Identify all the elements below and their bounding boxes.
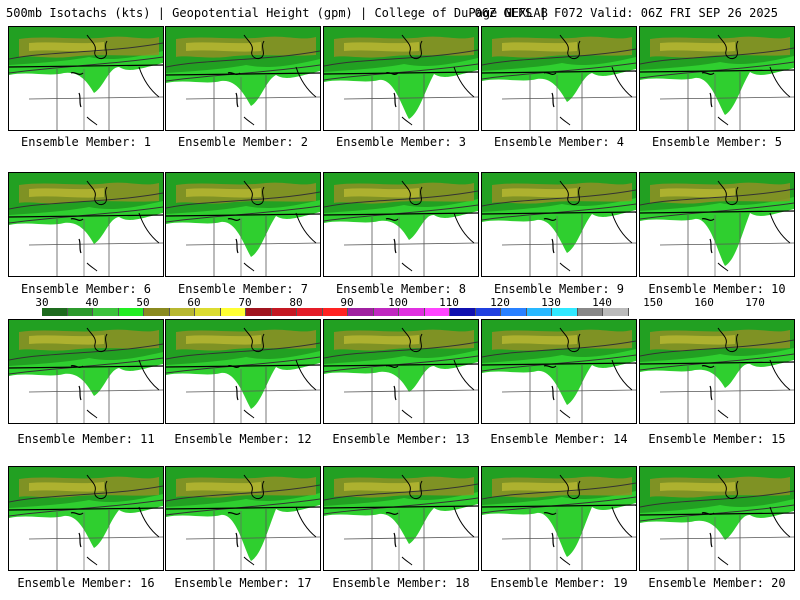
colorbar-tick-label: 110 (439, 296, 459, 309)
colorbar-tick-label: 160 (694, 296, 714, 309)
ensemble-map-17 (165, 466, 321, 571)
ensemble-map-19 (481, 466, 637, 571)
colorbar-tick-label: 90 (340, 296, 354, 309)
colorbar-swatch (475, 308, 501, 316)
ensemble-map-5 (639, 26, 795, 131)
colorbar-swatch (42, 308, 68, 316)
colorbar-tick-label: 70 (238, 296, 252, 309)
ensemble-member-label: Ensemble Member: 13 (332, 432, 470, 446)
colorbar-tick-label: 100 (388, 296, 408, 309)
ensemble-member-label: Ensemble Member: 3 (335, 135, 467, 149)
ensemble-member-label: Ensemble Member: 12 (174, 432, 312, 446)
ensemble-member-label: Ensemble Member: 17 (174, 576, 312, 590)
colorbar-swatch (93, 308, 119, 316)
ensemble-map-2 (165, 26, 321, 131)
ensemble-map-8 (323, 172, 479, 277)
colorbar-swatch (552, 308, 578, 316)
colorbar-swatch (450, 308, 476, 316)
ensemble-map-16 (8, 466, 164, 571)
header-valid-time: 06Z GEFS | F072 Valid: 06Z FRI SEP 26 20… (474, 6, 778, 20)
ensemble-member-label: Ensemble Member: 16 (17, 576, 155, 590)
colorbar-tick-label: 140 (592, 296, 612, 309)
colorbar-swatch (195, 308, 221, 316)
colorbar-swatch (322, 308, 348, 316)
ensemble-member-label: Ensemble Member: 19 (490, 576, 628, 590)
colorbar-swatch (603, 308, 629, 316)
colorbar-swatch (526, 308, 552, 316)
ensemble-map-6 (8, 172, 164, 277)
colorbar-tick-label: 30 (35, 296, 49, 309)
colorbar-swatch (67, 308, 93, 316)
ensemble-member-label: Ensemble Member: 15 (648, 432, 786, 446)
colorbar-tick-label: 50 (136, 296, 150, 309)
ensemble-map-10 (639, 172, 795, 277)
ensemble-map-7 (165, 172, 321, 277)
colorbar-left-arrow (30, 307, 42, 317)
colorbar-swatch (169, 308, 195, 316)
colorbar-swatch (144, 308, 170, 316)
ensemble-map-3 (323, 26, 479, 131)
colorbar-tick-label: 60 (187, 296, 201, 309)
colorbar-tick-label: 80 (289, 296, 303, 309)
colorbar-swatches (42, 308, 629, 316)
colorbar-swatch (577, 308, 603, 316)
colorbar-swatch (297, 308, 323, 316)
ensemble-map-12 (165, 319, 321, 424)
colorbar-swatch (220, 308, 246, 316)
ensemble-member-label: Ensemble Member: 7 (177, 282, 309, 296)
colorbar-swatch (373, 308, 399, 316)
ensemble-map-13 (323, 319, 479, 424)
map-header: 500mb Isotachs (kts) | Geopotential Heig… (0, 0, 800, 24)
header-title: 500mb Isotachs (kts) | Geopotential Heig… (6, 6, 548, 20)
ensemble-member-label: Ensemble Member: 1 (20, 135, 152, 149)
colorbar-right-arrow (760, 307, 772, 317)
ensemble-member-label: Ensemble Member: 2 (177, 135, 309, 149)
ensemble-map-4 (481, 26, 637, 131)
colorbar-swatch (118, 308, 144, 316)
colorbar-swatch (424, 308, 450, 316)
ensemble-map-15 (639, 319, 795, 424)
colorbar-tick-label: 170 (745, 296, 765, 309)
colorbar: 30 40 50 60 70 80 90 100 110 120 130 140 150 160 170 (0, 296, 800, 318)
ensemble-map-9 (481, 172, 637, 277)
ensemble-member-label: Ensemble Member: 9 (493, 282, 625, 296)
colorbar-swatch (271, 308, 297, 316)
colorbar-swatch (501, 308, 527, 316)
ensemble-member-label: Ensemble Member: 11 (17, 432, 155, 446)
ensemble-map-20 (639, 466, 795, 571)
colorbar-tick-label: 130 (541, 296, 561, 309)
ensemble-member-label: Ensemble Member: 20 (648, 576, 786, 590)
ensemble-member-label: Ensemble Member: 4 (493, 135, 625, 149)
colorbar-swatch (246, 308, 272, 316)
ensemble-member-label: Ensemble Member: 14 (490, 432, 628, 446)
ensemble-map-1 (8, 26, 164, 131)
ensemble-member-label: Ensemble Member: 8 (335, 282, 467, 296)
colorbar-swatch (348, 308, 374, 316)
ensemble-map-11 (8, 319, 164, 424)
ensemble-member-label: Ensemble Member: 5 (651, 135, 783, 149)
ensemble-member-label: Ensemble Member: 6 (20, 282, 152, 296)
colorbar-tick-label: 120 (490, 296, 510, 309)
colorbar-tick-label: 40 (85, 296, 99, 309)
ensemble-member-label: Ensemble Member: 10 (648, 282, 786, 296)
ensemble-member-label: Ensemble Member: 18 (332, 576, 470, 590)
ensemble-map-18 (323, 466, 479, 571)
ensemble-map-14 (481, 319, 637, 424)
colorbar-tick-label: 150 (643, 296, 663, 309)
colorbar-swatch (399, 308, 425, 316)
